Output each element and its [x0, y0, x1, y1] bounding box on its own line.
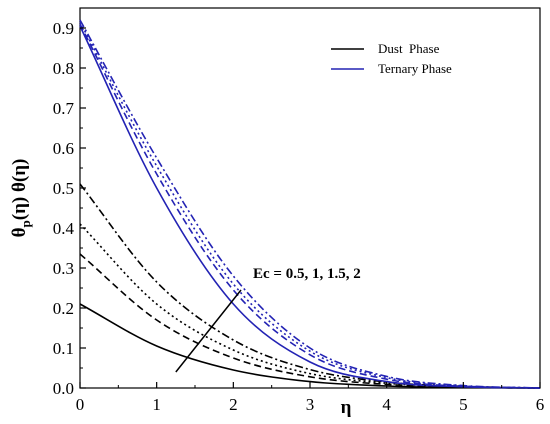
series-line-ternary-ec-1 — [79, 23, 541, 389]
ticks-layer — [79, 27, 541, 389]
y-tick-label: 0.2 — [53, 299, 74, 318]
series-layer — [79, 19, 541, 389]
legend-label-ternary: Ternary Phase — [378, 61, 452, 76]
y-tick-label: 0.6 — [53, 139, 74, 158]
x-tick-label: 4 — [382, 395, 391, 414]
annotation-arrow — [175, 289, 242, 373]
annotation-label: Ec = 0.5, 1, 1.5, 2 — [253, 266, 361, 282]
series-line-ternary-ec-1-5 — [79, 21, 541, 389]
x-tick-label: 1 — [152, 395, 161, 414]
x-tick-label: 0 — [76, 395, 85, 414]
y-tick-label: 0.5 — [53, 179, 74, 198]
y-tick-label: 0.4 — [53, 219, 75, 238]
y-tick-label: 0.1 — [53, 339, 74, 358]
series-line-ternary-ec-2 — [79, 19, 541, 389]
y-tick-label: 0.0 — [53, 379, 74, 398]
y-tick-label: 0.9 — [53, 19, 74, 38]
series-line-dust-ec-1-5 — [79, 223, 541, 389]
series-line-dust-ec-2 — [79, 183, 541, 389]
x-tick-label: 6 — [536, 395, 545, 414]
series-line-dust-ec-0-5 — [79, 303, 541, 389]
x-tick-label: 5 — [459, 395, 468, 414]
legend-label-dust: Dust Phase — [378, 41, 440, 56]
legend: Dust Phase Ternary Phase — [331, 41, 452, 76]
x-axis-label: η — [341, 397, 352, 418]
x-tick-labels: 0 1 2 3 4 5 6 — [76, 395, 545, 414]
y-axis-label: θp(η) θ(η) — [9, 159, 33, 238]
y-tick-labels: 0.0 0.1 0.2 0.3 0.4 0.5 0.6 0.7 0.8 0.9 — [53, 19, 75, 398]
y-tick-label: 0.3 — [53, 259, 74, 278]
x-tick-label: 2 — [229, 395, 238, 414]
x-tick-label: 3 — [306, 395, 315, 414]
plot-frame — [79, 7, 541, 389]
y-tick-label: 0.8 — [53, 59, 74, 78]
series-line-ternary-ec-0-5 — [79, 25, 541, 389]
y-tick-label: 0.7 — [53, 99, 75, 118]
